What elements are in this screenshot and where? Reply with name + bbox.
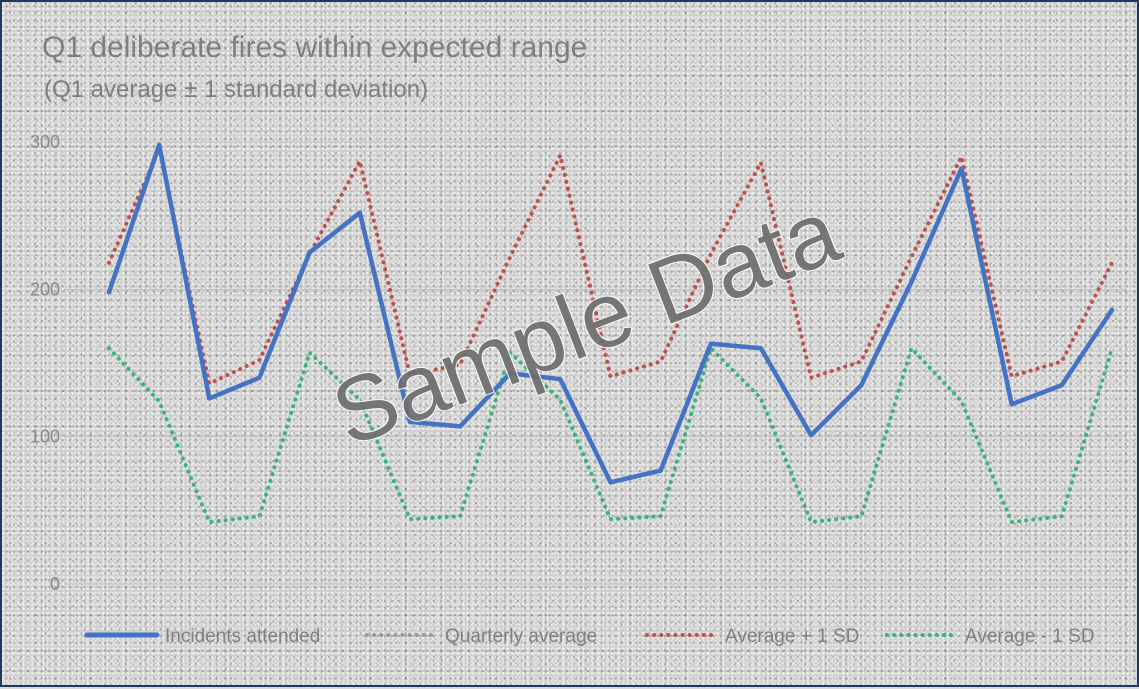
y-axis-ticks: 0 100 200 300 <box>30 132 60 594</box>
y-tick-label: 300 <box>30 132 60 152</box>
legend-item: Average + 1 SD <box>647 626 859 647</box>
legend-label: Quarterly average <box>445 626 597 647</box>
legend-label: Average - 1 SD <box>965 626 1095 647</box>
legend-item: Quarterly average <box>367 626 597 647</box>
y-tick-label: 200 <box>30 279 60 299</box>
legend-item: Average - 1 SD <box>887 626 1095 647</box>
chart-title: Q1 deliberate fires within expected rang… <box>42 31 587 64</box>
legend-item: Incidents attended <box>87 626 320 647</box>
y-tick-label: 0 <box>50 574 60 594</box>
watermark-text: Sample Data <box>319 180 853 466</box>
legend: Incidents attended Quarterly average Avera… <box>87 626 1095 647</box>
legend-label: Average + 1 SD <box>725 626 859 647</box>
legend-label: Incidents attended <box>165 626 320 647</box>
chart-subtitle: (Q1 average ± 1 standard deviation) <box>44 76 428 103</box>
y-tick-label: 100 <box>30 427 60 447</box>
